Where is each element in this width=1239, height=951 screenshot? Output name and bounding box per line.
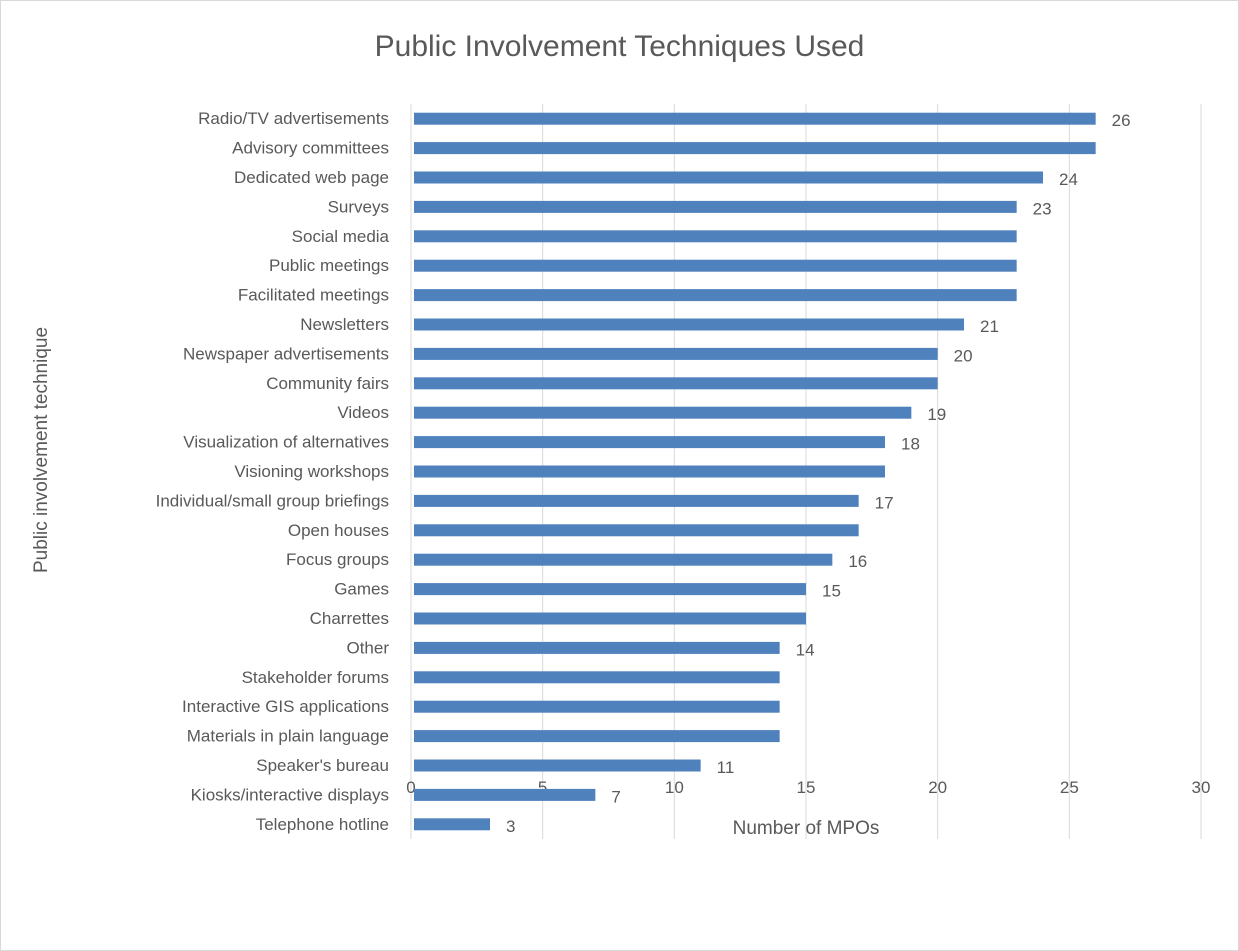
bar (414, 347, 938, 360)
data-label: 24 (1059, 170, 1078, 189)
bar (414, 465, 885, 478)
data-label: 16 (848, 552, 867, 571)
y-tick-label: Visioning workshops (234, 462, 389, 481)
chart-title: Public Involvement Techniques Used (374, 30, 865, 63)
bar (414, 700, 780, 713)
data-label: 20 (954, 346, 973, 365)
y-tick-label: Games (334, 580, 389, 599)
bar (414, 436, 885, 449)
y-tick-label: Telephone hotline (256, 815, 389, 834)
bar (414, 524, 859, 537)
y-tick-label: Visualization of alternatives (183, 433, 389, 452)
bar (414, 671, 780, 684)
bar (414, 142, 1096, 155)
bar (414, 112, 1096, 125)
x-tick-label: 30 (1192, 778, 1211, 797)
bar (414, 406, 912, 419)
bar (414, 289, 1017, 302)
bar (414, 318, 964, 331)
y-tick-label: Advisory committees (232, 139, 389, 158)
bar (414, 259, 1017, 272)
y-tick-label: Interactive GIS applications (182, 697, 389, 716)
y-tick-label: Kiosks/interactive displays (191, 785, 389, 804)
bar (414, 612, 806, 625)
bar (414, 377, 938, 390)
y-tick-label: Dedicated web page (234, 168, 389, 187)
y-tick-label: Public meetings (269, 256, 389, 275)
y-tick-label: Open houses (288, 521, 389, 540)
bar (414, 583, 806, 596)
data-label: 7 (611, 787, 620, 806)
bar (414, 553, 833, 566)
bar (414, 171, 1043, 184)
x-tick-label: 15 (797, 778, 816, 797)
y-tick-label: Videos (337, 403, 389, 422)
data-label: 26 (1112, 111, 1131, 130)
data-label: 19 (927, 405, 946, 424)
data-label: 11 (717, 758, 735, 777)
y-tick-label: Facilitated meetings (238, 286, 389, 305)
y-tick-label: Social media (292, 227, 390, 246)
x-tick-label: 10 (665, 778, 684, 797)
data-label: 17 (875, 493, 894, 512)
y-tick-label: Radio/TV advertisements (198, 109, 389, 128)
x-tick-label: 5 (538, 778, 547, 797)
y-tick-label: Materials in plain language (187, 727, 389, 746)
y-tick-label: Other (346, 638, 389, 657)
y-tick-label: Speaker's bureau (256, 756, 389, 775)
bar (414, 788, 596, 801)
bar (414, 200, 1017, 213)
data-label: 23 (1033, 199, 1052, 218)
y-tick-label: Individual/small group briefings (156, 491, 389, 510)
x-tick-label: 20 (928, 778, 947, 797)
y-tick-label: Surveys (328, 197, 389, 216)
bar (414, 730, 780, 743)
data-label: 21 (980, 317, 999, 336)
bar (414, 818, 490, 831)
x-tick-label: 25 (1060, 778, 1079, 797)
y-tick-label: Newspaper advertisements (183, 344, 389, 363)
bar (414, 641, 780, 654)
data-label: 3 (506, 817, 515, 836)
bar (414, 230, 1017, 243)
data-label: 18 (901, 435, 920, 454)
y-tick-label: Focus groups (286, 550, 389, 569)
data-label: 15 (822, 582, 841, 601)
y-tick-label: Charrettes (310, 609, 389, 628)
bar (414, 494, 859, 507)
y-tick-label: Community fairs (266, 374, 389, 393)
x-tick-label: 0 (406, 778, 415, 797)
bar (414, 759, 701, 772)
y-tick-label: Newsletters (300, 315, 389, 334)
y-tick-label: Stakeholder forums (242, 668, 389, 687)
data-label: 14 (796, 640, 815, 659)
